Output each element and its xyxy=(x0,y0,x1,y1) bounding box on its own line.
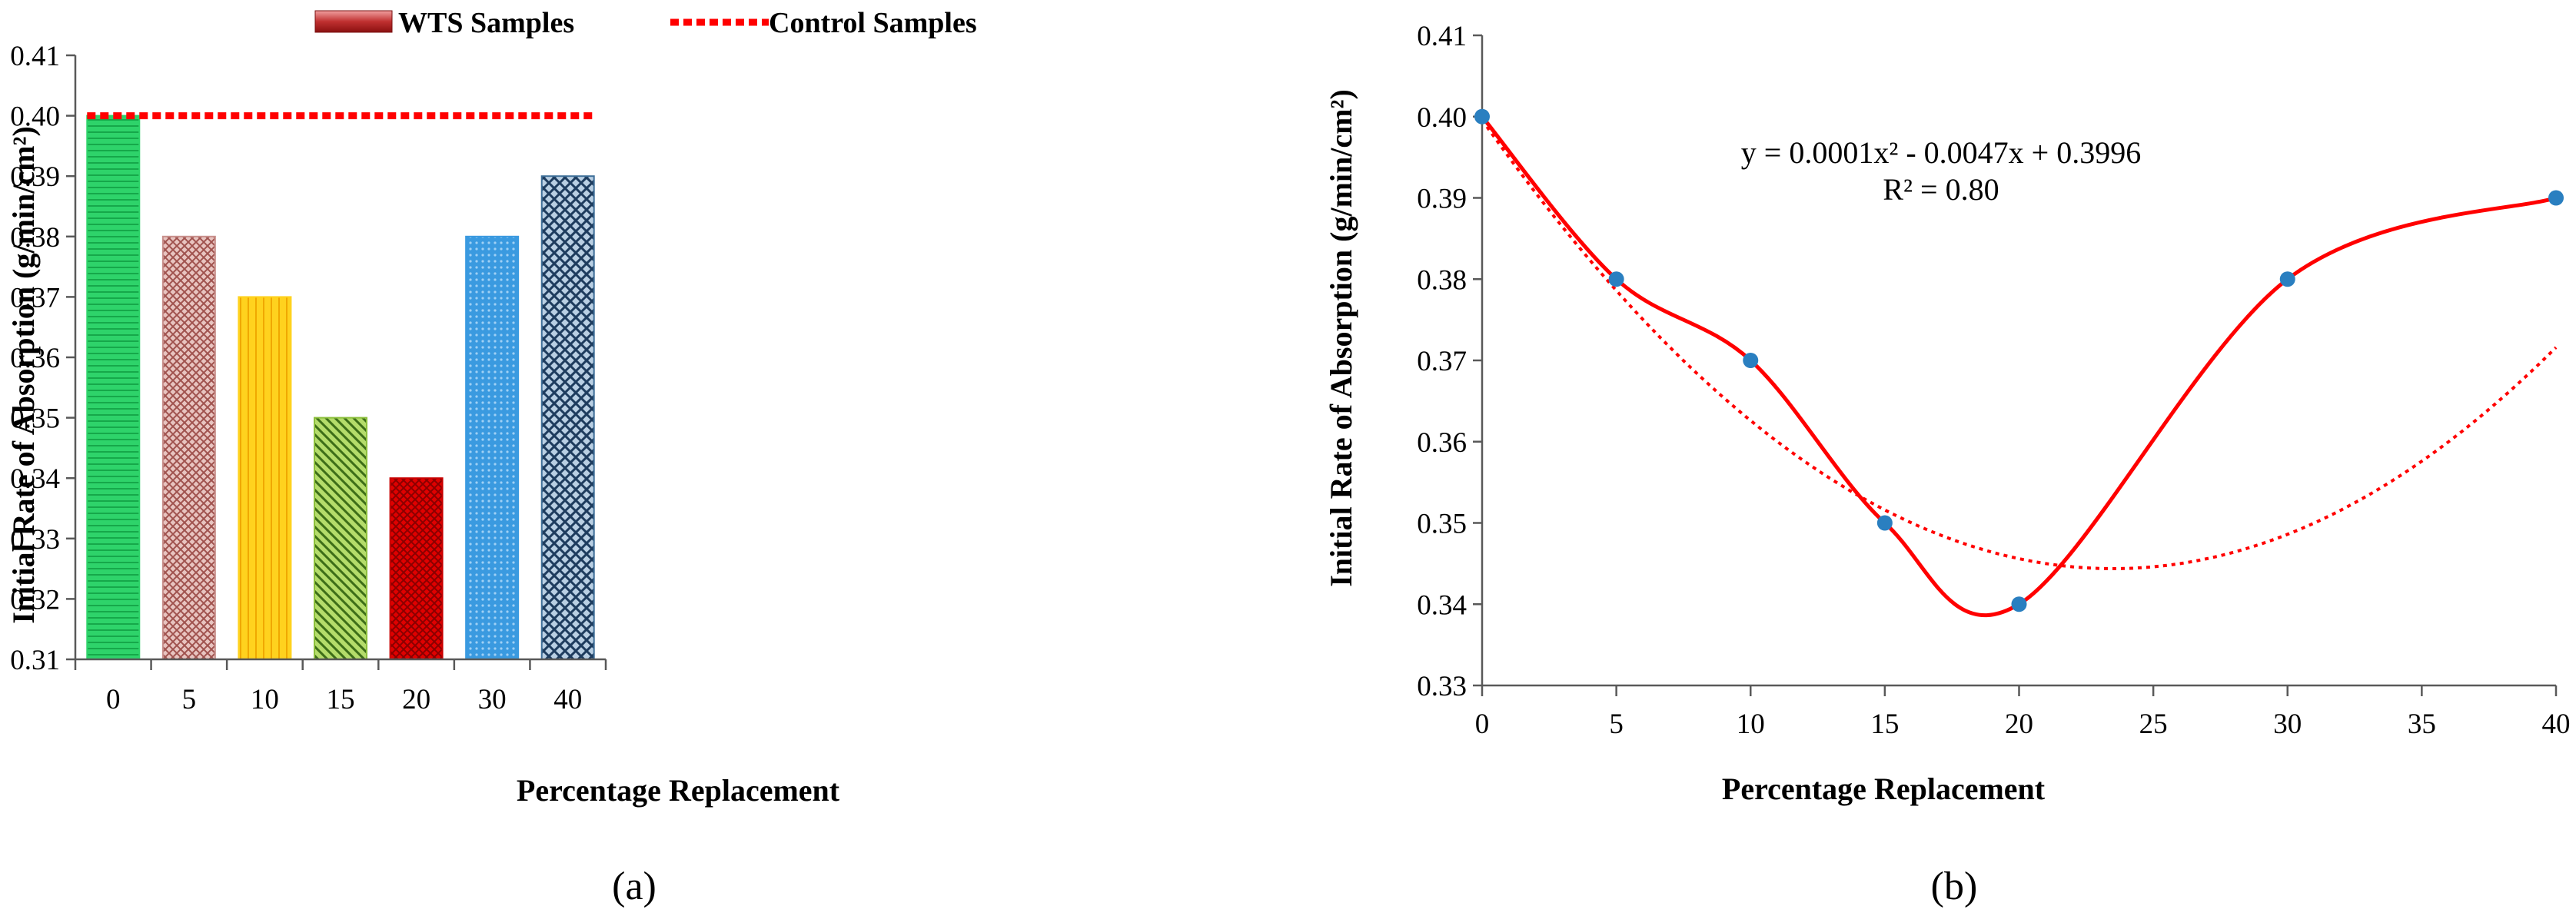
x-tick-label: 15 xyxy=(327,684,355,715)
x-axis-label: Percentage Replacement xyxy=(517,773,840,808)
y-tick-label: 0.40 xyxy=(1417,102,1467,134)
polynomial-trendline xyxy=(1481,118,2558,571)
data-point xyxy=(2279,271,2295,287)
trendline-equation: y = 0.0001x² - 0.0047x + 0.3996 xyxy=(1741,135,2141,170)
y-tick-label: 0.37 xyxy=(10,282,60,314)
bar xyxy=(540,175,595,660)
y-tick-label: 0.34 xyxy=(10,463,60,495)
y-tick-label: 0.33 xyxy=(1417,671,1467,702)
x-tick-label: 10 xyxy=(1737,709,1765,740)
y-tick-label: 0.38 xyxy=(1417,264,1467,296)
data-point xyxy=(1608,271,1624,287)
x-axis-label: Percentage Replacement xyxy=(1722,772,2046,806)
y-tick-label: 0.39 xyxy=(1417,184,1467,215)
x-tick-label: 10 xyxy=(251,684,279,715)
x-tick-label: 40 xyxy=(2542,709,2571,740)
panel-label-b: (b) xyxy=(1931,865,1978,908)
smooth-data-line xyxy=(1481,115,2557,617)
y-tick-label: 0.41 xyxy=(1417,21,1467,52)
y-tick-label: 0.34 xyxy=(1417,589,1467,621)
y-axis-label: Initial Rate of Absorption (g/min/cm²) xyxy=(1324,89,1358,587)
x-tick-label: 25 xyxy=(2139,709,2168,740)
x-tick-label: 0 xyxy=(1475,709,1490,740)
legend-wts-swatch xyxy=(314,10,393,33)
bar xyxy=(86,114,141,661)
x-tick-label: 5 xyxy=(1609,709,1624,740)
y-tick-label: 0.31 xyxy=(10,645,60,676)
x-tick-label: 0 xyxy=(106,684,121,715)
x-tick-label: 40 xyxy=(553,684,582,715)
y-tick-label: 0.37 xyxy=(1417,346,1467,377)
y-tick-label: 0.36 xyxy=(1417,427,1467,459)
x-tick-label: 30 xyxy=(2273,709,2302,740)
bar xyxy=(314,417,367,660)
y-axis-label: Initial Rate of Absorption (g/min/cm²) xyxy=(6,126,41,624)
y-tick-label: 0.32 xyxy=(10,584,60,616)
x-tick-label: 30 xyxy=(478,684,507,715)
y-tick-label: 0.41 xyxy=(10,41,60,72)
y-tick-label: 0.40 xyxy=(10,101,60,133)
y-tick-label: 0.35 xyxy=(1417,509,1467,540)
legend: WTS Samples Control Samples xyxy=(314,7,977,39)
scatter-chart-panel: 0.33 0.34 0.35 0.36 0.37 0.38 0.39 0.40 0.41 0 5 1… xyxy=(1324,21,2571,908)
bar xyxy=(465,235,520,660)
panel-label-a: (a) xyxy=(612,865,656,908)
data-point xyxy=(1876,515,1893,531)
y-tick-label: 0.36 xyxy=(10,343,60,374)
bar xyxy=(161,235,216,660)
bar xyxy=(389,477,444,661)
data-point xyxy=(2011,596,2027,612)
y-tick-label: 0.39 xyxy=(10,161,60,193)
y-tick-label: 0.35 xyxy=(10,403,60,435)
x-tick-label: 35 xyxy=(2408,709,2436,740)
x-tick-label: 20 xyxy=(2005,709,2033,740)
trendline-r2: R² = 0.80 xyxy=(1883,172,1999,207)
y-tick-label: 0.38 xyxy=(10,222,60,254)
legend-control-label: Control Samples xyxy=(769,7,977,39)
data-point xyxy=(1743,353,1759,368)
legend-wts-label: WTS Samples xyxy=(398,7,574,39)
y-tick-label: 0.33 xyxy=(10,524,60,556)
bar-chart-panel: WTS Samples Control Samples 0.31 0.32 0.33… xyxy=(6,7,977,908)
x-tick-label: 5 xyxy=(182,684,197,715)
x-tick-label: 15 xyxy=(1870,709,1899,740)
bar xyxy=(238,296,292,660)
data-point xyxy=(2548,190,2564,206)
data-point xyxy=(1474,108,1490,124)
x-tick-label: 20 xyxy=(402,684,430,715)
